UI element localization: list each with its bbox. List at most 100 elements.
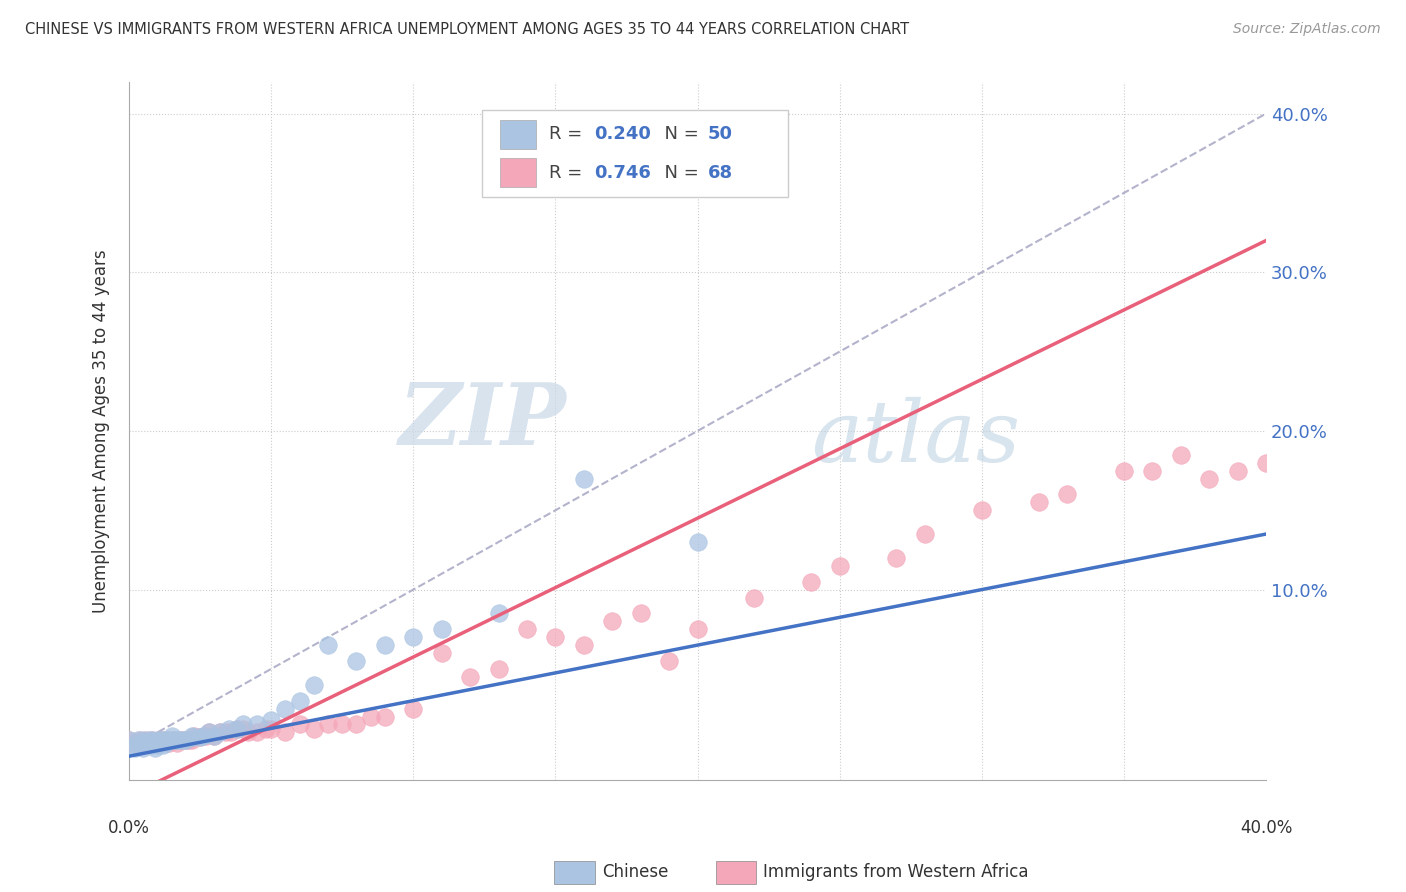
Point [160,729,183,743]
Point [430,622,453,636]
Point [124,741,146,756]
Point [197,725,219,739]
Point [149,733,172,747]
Point [166,736,188,750]
Point [174,733,197,747]
Point [188,730,211,744]
Point [260,713,283,727]
Text: 0.240: 0.240 [595,125,651,144]
Y-axis label: Unemployment Among Ages 35 to 44 years: Unemployment Among Ages 35 to 44 years [93,249,110,613]
Text: atlas: atlas [811,397,1021,479]
Point [208,725,231,739]
Point [658,654,681,668]
Point [149,736,172,750]
Point [146,733,169,747]
Point [886,550,908,565]
Point [232,717,254,731]
Point [215,725,238,739]
Point [194,729,217,743]
Point [274,725,297,739]
Point [260,722,283,736]
Point [226,722,249,736]
Point [127,733,149,747]
Point [316,638,339,652]
Point [160,733,183,747]
Text: R =: R = [548,163,588,182]
Point [155,733,177,747]
Text: 0.0%: 0.0% [108,819,150,837]
Text: 50: 50 [707,125,733,144]
Point [346,717,368,731]
Point [177,733,200,747]
Point [143,736,166,750]
Point [135,736,157,750]
Point [1170,448,1192,462]
Point [132,733,155,747]
Point [132,741,155,756]
Text: Chinese: Chinese [602,863,668,881]
Point [970,503,993,517]
Text: 68: 68 [707,163,733,182]
Point [374,638,396,652]
Point [544,630,567,644]
Point [430,646,453,660]
Point [246,725,269,739]
Point [118,733,141,747]
Point [1056,487,1078,501]
Point [1142,464,1164,478]
Point [138,733,160,747]
Point [516,622,538,636]
Point [488,607,510,621]
Point [238,725,260,739]
Point [1028,495,1050,509]
Point [132,736,155,750]
Point [163,733,186,747]
Point [800,574,823,589]
Point [686,535,709,549]
Point [155,736,177,750]
Point [346,654,368,668]
Point [118,741,141,756]
Point [183,729,205,743]
Point [146,738,169,752]
Point [141,733,163,747]
Point [302,722,325,736]
Point [163,733,186,747]
Point [180,733,202,747]
Point [174,733,197,747]
Point [402,630,425,644]
Text: N =: N = [654,125,704,144]
Point [572,471,595,485]
Point [744,591,766,605]
Text: ZIP: ZIP [399,379,567,462]
Point [572,638,595,652]
Point [828,558,851,573]
Point [152,733,174,747]
Point [221,725,243,739]
Point [138,736,160,750]
Point [129,738,152,752]
Point [191,729,214,743]
Point [197,725,219,739]
Point [180,729,202,743]
Point [169,733,191,747]
Text: CHINESE VS IMMIGRANTS FROM WESTERN AFRICA UNEMPLOYMENT AMONG AGES 35 TO 44 YEARS: CHINESE VS IMMIGRANTS FROM WESTERN AFRIC… [25,22,910,37]
Point [1226,464,1249,478]
Point [288,693,311,707]
Point [330,717,353,731]
Text: 40.0%: 40.0% [1240,819,1292,837]
Text: R =: R = [548,125,588,144]
Point [218,722,240,736]
Point [166,733,188,747]
Point [360,709,382,723]
Point [246,717,269,731]
Point [172,733,194,747]
Point [172,733,194,747]
Point [302,678,325,692]
Point [208,725,231,739]
Point [129,733,152,747]
Point [188,730,211,744]
Point [630,607,652,621]
Point [1112,464,1135,478]
Point [226,722,249,736]
